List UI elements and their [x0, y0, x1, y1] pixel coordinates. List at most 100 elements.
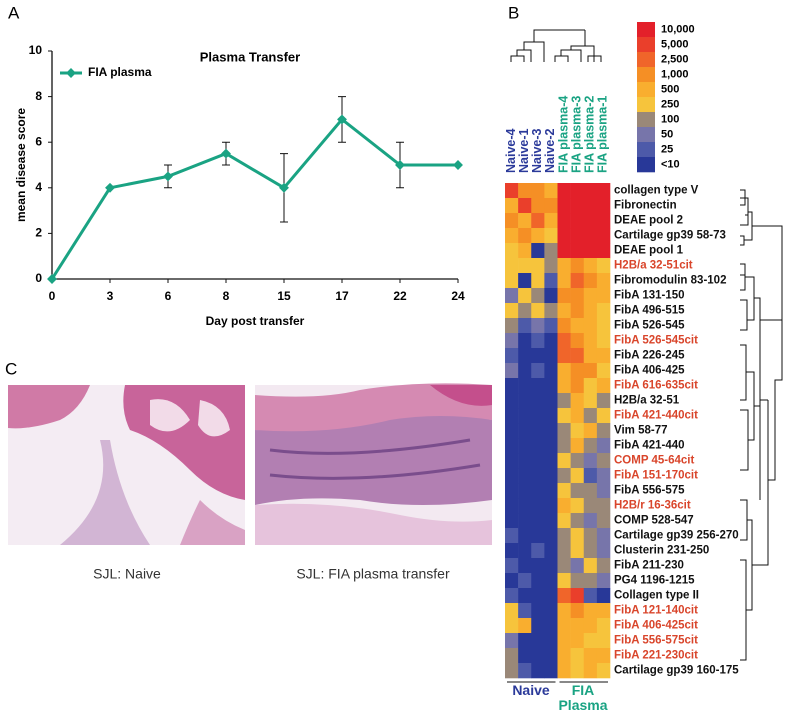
heatmap-cell: [531, 303, 545, 319]
heatmap-cell: [596, 183, 611, 199]
heatmap-cell: [596, 258, 611, 274]
heatmap-cell: [544, 468, 558, 484]
row-label: Clusterin 231-250: [614, 545, 709, 557]
heatmap-cell: [505, 408, 519, 424]
row-label: Cartilage gp39 256-270: [614, 530, 739, 542]
heatmap-cell: [570, 423, 585, 439]
heatmap-cell: [505, 273, 519, 289]
heatmap-cell: [544, 348, 558, 364]
heatmap-cell: [531, 528, 545, 544]
heatmap-cell: [544, 483, 558, 499]
heatmap-cell: [518, 468, 532, 484]
heatmap-cell: [505, 483, 519, 499]
heatmap-cell: [570, 438, 585, 454]
heatmap-cell: [531, 618, 545, 634]
heatmap-cell: [596, 333, 611, 349]
heatmap-cell: [570, 453, 585, 469]
heatmap-cell: [531, 468, 545, 484]
x-tick-label: 17: [335, 289, 349, 303]
heatmap-cell: [570, 648, 585, 664]
panel-label: A: [8, 3, 20, 22]
heatmap-cell: [505, 198, 519, 214]
heatmap-cell: [531, 258, 545, 274]
heatmap-cell: [544, 318, 558, 334]
heatmap-cell: [505, 183, 519, 199]
row-label: Fibromodulin 83-102: [614, 275, 726, 287]
heatmap-cell: [570, 303, 585, 319]
heatmap-cell: [544, 183, 558, 199]
heatmap-cell: [531, 573, 545, 589]
colorbar-swatch: [637, 142, 655, 158]
heatmap-cell: [518, 603, 532, 619]
y-tick-label: 8: [35, 89, 42, 103]
heatmap-cell: [518, 303, 532, 319]
heatmap-cell: [505, 243, 519, 259]
heatmap-cell: [505, 303, 519, 319]
heatmap-cell: [557, 468, 571, 484]
panel-label: B: [508, 3, 519, 22]
heatmap-cell: [544, 588, 558, 604]
image-caption: SJL: FIA plasma transfer: [296, 566, 450, 582]
heatmap-cell: [583, 288, 598, 304]
heatmap-cell: [583, 483, 598, 499]
heatmap-cell: [596, 543, 611, 559]
row-label: H2B/a 32-51: [614, 395, 680, 407]
row-label: FibA 526-545: [614, 320, 685, 332]
heatmap-cell: [583, 213, 598, 229]
heatmap-cell: [596, 288, 611, 304]
heatmap-cell: [531, 318, 545, 334]
heatmap-cell: [570, 198, 585, 214]
y-tick-label: 0: [35, 271, 42, 285]
heatmap-cell: [583, 393, 598, 409]
colorbar-label: <10: [661, 158, 680, 170]
heatmap-cell: [557, 438, 571, 454]
heatmap-cell: [518, 243, 532, 259]
heatmap-cell: [583, 663, 598, 679]
heatmap-cell: [518, 528, 532, 544]
heatmap-cell: [544, 303, 558, 319]
heatmap-cell: [505, 588, 519, 604]
heatmap-cell: [557, 303, 571, 319]
heatmap-cell: [505, 618, 519, 634]
heatmap-cell: [544, 633, 558, 649]
heatmap-cell: [544, 288, 558, 304]
heatmap-cell: [544, 423, 558, 439]
heatmap-cell: [531, 438, 545, 454]
image-caption: SJL: Naive: [93, 566, 161, 582]
heatmap-cell: [505, 393, 519, 409]
heatmap-cell: [544, 408, 558, 424]
heatmap-cell: [557, 453, 571, 469]
heatmap-cell: [557, 228, 571, 244]
colorbar-swatch: [637, 52, 655, 68]
heatmap-cell: [531, 183, 545, 199]
heatmap-cell: [570, 183, 585, 199]
heatmap-cell: [583, 423, 598, 439]
heatmap-cell: [570, 588, 585, 604]
heatmap-cell: [583, 408, 598, 424]
heatmap-cell: [583, 378, 598, 394]
group-label: Naive: [512, 682, 550, 698]
heatmap-cell: [544, 603, 558, 619]
heatmap-cell: [583, 468, 598, 484]
heatmap-cell: [583, 243, 598, 259]
heatmap-cell: [570, 513, 585, 529]
heatmap-cell: [518, 183, 532, 199]
row-label: FibA 121-140cit: [614, 605, 698, 617]
heatmap-cell: [596, 348, 611, 364]
heatmap-cell: [544, 258, 558, 274]
heatmap-cell: [505, 348, 519, 364]
heatmap-cell: [518, 288, 532, 304]
colorbar-label: 100: [661, 113, 679, 125]
row-dendrogram: [740, 189, 783, 661]
heatmap-cell: [531, 603, 545, 619]
heatmap-cell: [583, 588, 598, 604]
heatmap-cell: [557, 498, 571, 514]
heatmap-cell: [518, 663, 532, 679]
heatmap-cell: [583, 333, 598, 349]
heatmap-cell: [583, 348, 598, 364]
heatmap-cell: [531, 408, 545, 424]
heatmap-cell: [570, 618, 585, 634]
heatmap-cell: [531, 273, 545, 289]
row-label: collagen type V: [614, 185, 699, 197]
